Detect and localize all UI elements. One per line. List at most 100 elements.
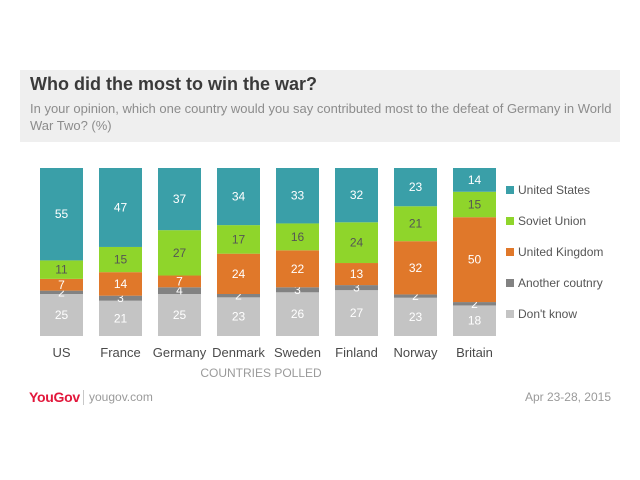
data-label: 7 [58,278,65,292]
survey-date: Apr 23-28, 2015 [524,390,611,404]
bar-britain-another-coutnry [453,302,496,306]
data-label: 25 [173,308,187,322]
data-label: 11 [55,263,68,277]
data-label: 13 [350,267,364,281]
data-label: 26 [291,307,305,321]
bar-france-don-t-know [99,300,142,336]
stacked-bar-chart: 25271155US213141547France25472737Germany… [40,168,603,380]
legend-swatch [506,248,514,256]
data-label: 23 [232,310,246,324]
legend-swatch [506,279,514,287]
legend-label: Another coutnry [518,276,603,290]
data-label: 32 [409,261,423,275]
x-tick-label: Germany [153,345,207,360]
bar-sweden-don-t-know [276,292,319,336]
bar-norway-don-t-know [394,297,437,336]
bar-norway-soviet-union [394,206,437,242]
data-label: 23 [409,310,423,324]
bar-britain-don-t-know [453,305,496,336]
data-label: 27 [350,306,364,320]
bar-britain-soviet-union [453,191,496,218]
yougov-logo: YouGov [29,389,80,405]
data-label: 3 [353,281,360,295]
x-tick-label: Britain [456,345,493,360]
data-label: 17 [232,232,246,246]
data-label: 21 [114,311,128,325]
legend-label: United Kingdom [518,245,603,259]
data-label: 21 [409,217,423,231]
data-label: 27 [173,246,187,260]
chart-header: Who did the most to win the war? In your… [20,70,620,142]
data-label: 7 [176,274,183,288]
bar-denmark-another-coutnry [217,294,260,298]
data-label: 32 [350,188,364,202]
bar-denmark-united-kingdom [217,253,260,294]
x-tick-label: US [52,345,70,360]
bar-denmark-soviet-union [217,225,260,254]
data-label: 16 [291,230,305,244]
bar-finland-united-kingdom [335,263,378,286]
bar-finland-united-states [335,168,378,223]
data-label: 2 [412,289,419,303]
bar-britain-united-kingdom [453,217,496,303]
bar-germany-another-coutnry [158,287,201,294]
bar-us-don-t-know [40,294,83,336]
data-label: 18 [468,314,482,328]
bar-finland-soviet-union [335,222,378,264]
data-label: 15 [114,253,128,267]
legend-label: Don't know [518,307,577,321]
bar-germany-don-t-know [158,294,201,336]
x-tick-label: Denmark [212,345,265,360]
data-label: 14 [468,173,482,187]
bar-us-united-kingdom [40,278,83,291]
chart-subtitle: In your opinion, which one country would… [30,101,612,133]
data-label: 2 [471,297,478,311]
data-label: 47 [114,200,128,214]
legend-label: United States [518,183,590,197]
bar-us-united-states [40,168,83,261]
bar-germany-united-kingdom [158,275,201,288]
x-tick-label: Sweden [274,345,321,360]
data-label: 14 [114,277,128,291]
data-label: 50 [468,253,482,267]
data-label: 3 [117,291,124,305]
data-label: 15 [468,197,482,211]
bar-france-united-states [99,168,142,247]
bar-sweden-soviet-union [276,223,319,251]
bar-france-soviet-union [99,246,142,273]
bar-france-united-kingdom [99,272,142,296]
bar-finland-don-t-know [335,290,378,336]
footer-divider [83,390,84,405]
bar-us-another-coutnry [40,290,83,294]
x-tick-label: Finland [335,345,378,360]
data-label: 24 [232,267,246,281]
bar-britain-united-states [453,168,496,192]
bar-us-soviet-union [40,260,83,279]
x-axis-label: COUNTRIES POLLED [200,366,322,380]
data-label: 2 [58,285,65,299]
bar-sweden-another-coutnry [276,287,319,293]
legend-swatch [506,186,514,194]
bar-denmark-don-t-know [217,297,260,336]
bar-norway-another-coutnry [394,294,437,298]
bar-norway-united-kingdom [394,241,437,295]
data-label: 24 [350,236,364,250]
bar-finland-another-coutnry [335,285,378,291]
bar-sweden-united-kingdom [276,250,319,288]
data-label: 4 [176,284,183,298]
legend-swatch [506,310,514,318]
footer-site-link[interactable]: yougov.com [89,390,153,404]
data-label: 22 [291,262,305,276]
data-label: 2 [235,289,242,303]
data-label: 23 [409,180,423,194]
bar-sweden-united-states [276,168,319,224]
data-label: 25 [55,308,69,322]
chart-title: Who did the most to win the war? [30,74,317,94]
legend-swatch [506,217,514,225]
data-label: 34 [232,190,246,204]
bar-norway-united-states [394,168,437,207]
legend-label: Soviet Union [518,214,586,228]
bar-denmark-united-states [217,168,260,226]
bar-germany-soviet-union [158,230,201,276]
bar-germany-united-states [158,168,201,231]
